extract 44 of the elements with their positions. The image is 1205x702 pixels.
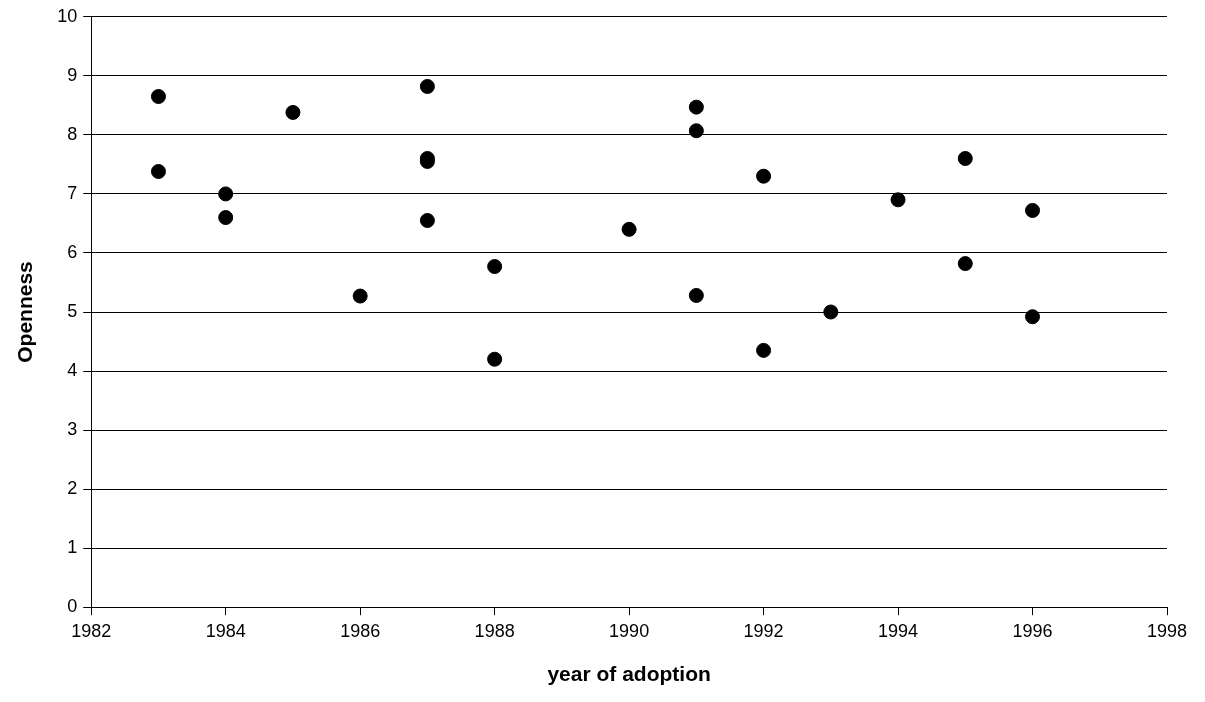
x-tick-label: 1986 xyxy=(340,620,381,641)
y-tick-label: 6 xyxy=(67,241,78,262)
point xyxy=(150,163,166,179)
y-tick-label: 5 xyxy=(67,300,78,321)
point xyxy=(1025,202,1041,218)
point xyxy=(688,123,704,139)
x-tick-label: 1996 xyxy=(1012,620,1053,641)
x-tick-label: 1998 xyxy=(1146,620,1188,641)
x-tick-label: 1992 xyxy=(743,620,784,641)
point xyxy=(487,351,503,367)
y-tick-label: 8 xyxy=(67,123,78,144)
point xyxy=(487,259,503,275)
point xyxy=(419,78,435,94)
point xyxy=(688,287,704,303)
x-tick-label: 1984 xyxy=(205,620,246,641)
point xyxy=(621,221,637,237)
point xyxy=(352,288,368,304)
y-tick-label: 10 xyxy=(57,5,78,26)
x-axis-title: year of adoption xyxy=(547,662,711,686)
y-tick-label: 3 xyxy=(67,419,78,440)
point xyxy=(218,210,234,226)
y-tick-label: 0 xyxy=(67,596,78,617)
point xyxy=(285,104,301,120)
y-tick-label: 2 xyxy=(67,478,78,499)
x-tick-label: 1994 xyxy=(878,620,919,641)
point xyxy=(823,304,839,320)
y-tick-label: 1 xyxy=(67,537,78,558)
point xyxy=(890,192,906,208)
point xyxy=(218,186,234,202)
y-tick-label: 4 xyxy=(67,360,78,381)
point xyxy=(1025,309,1041,325)
x-tick-label: 1990 xyxy=(609,620,650,641)
y-axis-title: Openness xyxy=(13,261,37,363)
point xyxy=(419,212,435,228)
y-tick-label: 9 xyxy=(67,64,78,85)
point xyxy=(957,256,973,272)
point xyxy=(150,89,166,104)
y-tick-label: 7 xyxy=(67,182,78,203)
point xyxy=(688,99,704,115)
x-tick-label: 1988 xyxy=(474,620,515,641)
x-tick-label: 1982 xyxy=(71,620,112,641)
point xyxy=(756,342,772,358)
point xyxy=(756,168,772,184)
point xyxy=(957,151,973,166)
